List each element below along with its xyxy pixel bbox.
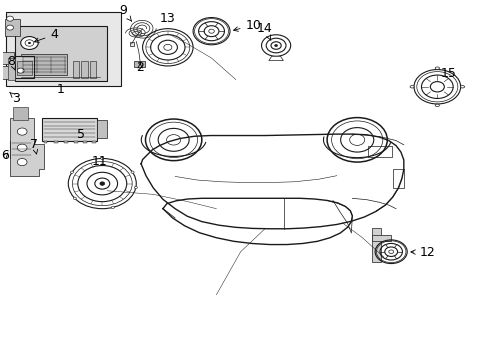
Circle shape bbox=[20, 37, 38, 49]
Bar bbox=[92, 140, 96, 143]
Bar bbox=[13, 107, 28, 120]
Polygon shape bbox=[268, 56, 283, 60]
Circle shape bbox=[17, 68, 24, 73]
Bar bbox=[43, 140, 47, 143]
Text: 11: 11 bbox=[92, 155, 107, 168]
Text: 3: 3 bbox=[10, 92, 20, 105]
Text: 10: 10 bbox=[233, 19, 261, 32]
Bar bbox=[10, 140, 32, 158]
Ellipse shape bbox=[434, 67, 439, 69]
Text: 6: 6 bbox=[1, 149, 9, 162]
Bar bbox=[41, 118, 97, 140]
Bar bbox=[134, 60, 144, 67]
Ellipse shape bbox=[409, 86, 413, 88]
Ellipse shape bbox=[460, 86, 464, 88]
Bar bbox=[367, 146, 391, 157]
Bar bbox=[73, 60, 79, 78]
Circle shape bbox=[7, 25, 13, 30]
Bar bbox=[83, 140, 87, 143]
Circle shape bbox=[28, 42, 31, 44]
Bar bbox=[130, 42, 134, 46]
Bar bbox=[32, 145, 38, 156]
Text: 8: 8 bbox=[7, 54, 16, 70]
Circle shape bbox=[274, 44, 277, 46]
Text: 4: 4 bbox=[34, 28, 58, 42]
Bar bbox=[74, 140, 78, 143]
Bar bbox=[64, 140, 68, 143]
Text: 7: 7 bbox=[30, 138, 38, 154]
Circle shape bbox=[17, 144, 27, 151]
Circle shape bbox=[70, 171, 73, 173]
Bar bbox=[17, 61, 32, 75]
Text: 15: 15 bbox=[440, 67, 455, 80]
Text: 9: 9 bbox=[119, 4, 131, 21]
Text: 14: 14 bbox=[257, 22, 272, 41]
Bar bbox=[15, 26, 107, 81]
Circle shape bbox=[100, 182, 104, 185]
Bar bbox=[54, 140, 58, 143]
Circle shape bbox=[101, 157, 103, 159]
Bar bbox=[90, 60, 96, 78]
Circle shape bbox=[131, 171, 134, 173]
Bar bbox=[97, 121, 107, 138]
Polygon shape bbox=[10, 118, 44, 176]
Circle shape bbox=[111, 206, 114, 208]
Circle shape bbox=[17, 128, 27, 135]
Text: 2: 2 bbox=[136, 60, 144, 74]
Ellipse shape bbox=[434, 104, 439, 107]
Bar bbox=[371, 228, 380, 262]
Circle shape bbox=[163, 44, 171, 50]
Text: 1: 1 bbox=[57, 84, 65, 96]
Bar bbox=[21, 54, 67, 75]
Bar bbox=[5, 19, 20, 36]
Circle shape bbox=[73, 197, 76, 199]
FancyBboxPatch shape bbox=[2, 66, 14, 78]
FancyBboxPatch shape bbox=[2, 52, 14, 64]
FancyBboxPatch shape bbox=[6, 12, 121, 86]
Bar bbox=[81, 60, 87, 78]
Text: 12: 12 bbox=[410, 246, 434, 259]
Circle shape bbox=[134, 186, 137, 189]
Bar bbox=[371, 234, 390, 241]
Text: 5: 5 bbox=[77, 127, 85, 141]
Text: 13: 13 bbox=[160, 12, 175, 25]
Circle shape bbox=[17, 158, 27, 166]
Circle shape bbox=[7, 16, 13, 21]
Bar bbox=[15, 56, 34, 78]
FancyBboxPatch shape bbox=[8, 58, 15, 80]
